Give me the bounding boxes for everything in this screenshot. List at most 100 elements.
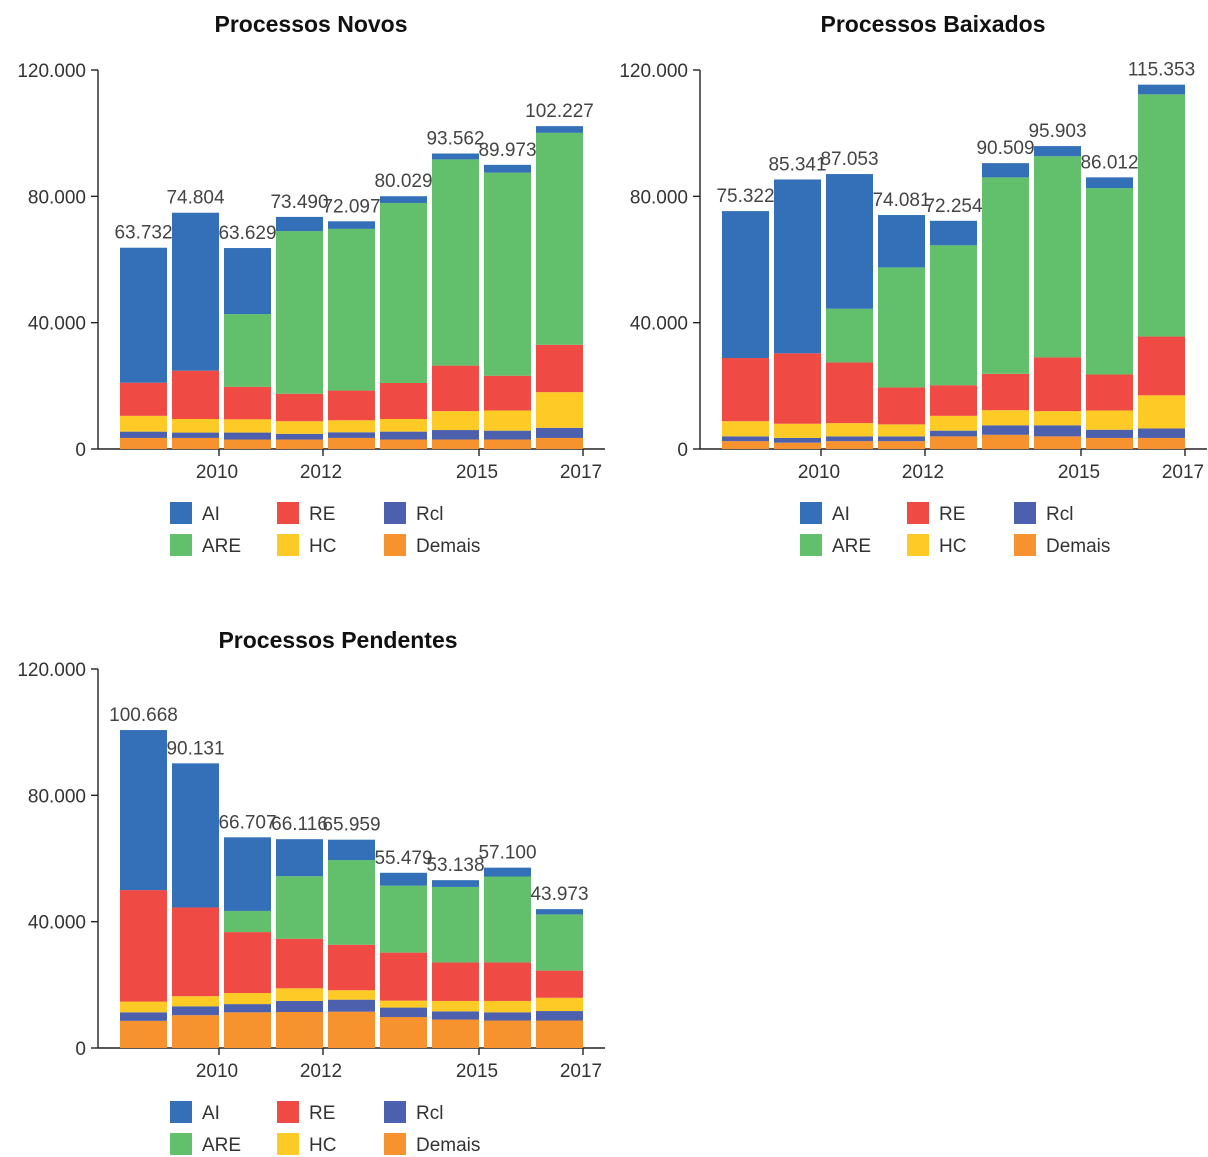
legend-swatch-demais [1014, 534, 1036, 556]
legend-label-demais: Demais [416, 1135, 480, 1156]
bar-total-label: 65.959 [322, 815, 380, 836]
bar-segment-ai [328, 221, 375, 229]
legend-label-demais: Demais [416, 536, 480, 557]
bar-total-label: 89.973 [478, 140, 536, 161]
legend-label-are: ARE [202, 536, 241, 557]
legend-label-rcl: Rcl [416, 1103, 443, 1124]
bar-segment-ai [1034, 146, 1081, 157]
bar-segment-demais [328, 437, 375, 449]
bar-segment-demais [276, 1011, 323, 1048]
legend-swatch-hc [907, 534, 929, 556]
bar-segment-rcl [328, 432, 375, 438]
bar-segment-re [328, 390, 375, 421]
legend-label-demais: Demais [1046, 536, 1110, 557]
x-tick-label: 2015 [456, 1061, 498, 1082]
bar-segment-rcl [1086, 429, 1133, 438]
bar-segment-re [120, 382, 167, 416]
bar-segment-ai [224, 248, 271, 315]
legend-swatch-demais [384, 1133, 406, 1155]
bar-segment-ai [172, 212, 219, 371]
legend-swatch-ai [170, 1101, 192, 1123]
bar-total-label: 115.353 [1128, 60, 1195, 81]
bar-segment-re [380, 952, 427, 1001]
y-tick-label: 80.000 [28, 786, 86, 807]
bar-segment-hc [224, 993, 271, 1005]
chart-title: Processos Baixados [820, 11, 1045, 37]
bar-segment-rcl [826, 436, 873, 442]
bar-total-label: 87.053 [820, 149, 878, 170]
bar-segment-hc [276, 421, 323, 434]
bar-segment-rcl [224, 1004, 271, 1013]
bar-segment-ai [276, 216, 323, 232]
legend-label-are: ARE [202, 1135, 241, 1156]
bar-segment-hc [1034, 411, 1081, 426]
bar-segment-demais [536, 1020, 583, 1048]
chart-2: Processos Pendentes 0 40.000 80.000 120.000 1… [17, 627, 605, 1156]
bar-total-label: 100.668 [109, 705, 178, 726]
bar-segment-rcl [982, 425, 1029, 435]
legend: AI RE Rcl ARE HC Demais [170, 1101, 480, 1156]
bar-segment-rcl [1138, 428, 1185, 438]
bar-segment-hc [536, 997, 583, 1012]
bar-segment-rcl [774, 437, 821, 443]
bar-segment-ai [878, 215, 925, 268]
bar-total-label: 66.707 [218, 812, 276, 833]
bar-total-label: 73.490 [270, 192, 328, 213]
bar-segment-ai [722, 211, 769, 359]
x-tick-label: 2017 [1162, 462, 1204, 483]
bar-segment-rcl [484, 1012, 531, 1021]
bar-segment-demais [172, 1015, 219, 1048]
bar-segment-rcl [432, 1011, 479, 1020]
bar-segment-rcl [120, 1012, 167, 1021]
bar-segment-rcl [276, 433, 323, 440]
bar-segment-ai [224, 837, 271, 911]
legend-label-re: RE [309, 504, 335, 525]
legend-swatch-re [277, 1101, 299, 1123]
bar-segment-rcl [276, 1000, 323, 1012]
bar-segment-hc [774, 423, 821, 438]
bar-segment-are [826, 308, 873, 363]
bar-segment-demais [878, 441, 925, 449]
bar-segment-rcl [1034, 425, 1081, 437]
bar-segment-ai [774, 179, 821, 354]
y-tick-label: 40.000 [28, 314, 86, 335]
bar-segment-are [224, 910, 271, 933]
bar-segment-hc [328, 420, 375, 433]
bar-segment-ai [536, 909, 583, 915]
bar-segment-hc [328, 990, 375, 1000]
bar-segment-ai [172, 763, 219, 908]
bar-segment-ai [120, 247, 167, 383]
bar-segment-demais [432, 439, 479, 449]
bar-segment-demais [930, 436, 977, 449]
bar-segment-hc [432, 1000, 479, 1012]
x-tick-label: 2010 [196, 1061, 238, 1082]
bar-segment-hc [930, 415, 977, 431]
bar-total-label: 57.100 [478, 843, 536, 864]
bar-segment-re [120, 890, 167, 1002]
bar-segment-are [328, 860, 375, 945]
bar-segment-demais [224, 439, 271, 449]
legend-label-ai: AI [202, 1103, 220, 1124]
bar-segment-re [224, 386, 271, 420]
bar-segment-ai [1138, 84, 1185, 95]
legend-label-hc: HC [309, 1135, 336, 1156]
bar-segment-are [276, 231, 323, 394]
bar-total-label: 63.732 [114, 223, 172, 244]
bar-segment-re [380, 382, 427, 419]
bar-segment-ai [982, 163, 1029, 178]
x-tick-label: 2012 [300, 1061, 342, 1082]
bar-segment-are [1034, 156, 1081, 358]
bar-segment-hc [1138, 395, 1185, 429]
bar-segment-are [380, 202, 427, 383]
bar-segment-re [536, 344, 583, 393]
bar-total-label: 43.973 [530, 884, 588, 905]
x-tick-label: 2010 [196, 462, 238, 483]
y-tick-label: 40.000 [630, 314, 688, 335]
bar-segment-demais [172, 437, 219, 449]
bar-total-label: 55.479 [374, 848, 432, 869]
bar-segment-are [432, 886, 479, 963]
bar-segment-re [224, 932, 271, 994]
bar-total-label: 90.509 [976, 138, 1034, 159]
bar-segment-ai [484, 867, 531, 877]
bar-segment-hc [380, 418, 427, 432]
